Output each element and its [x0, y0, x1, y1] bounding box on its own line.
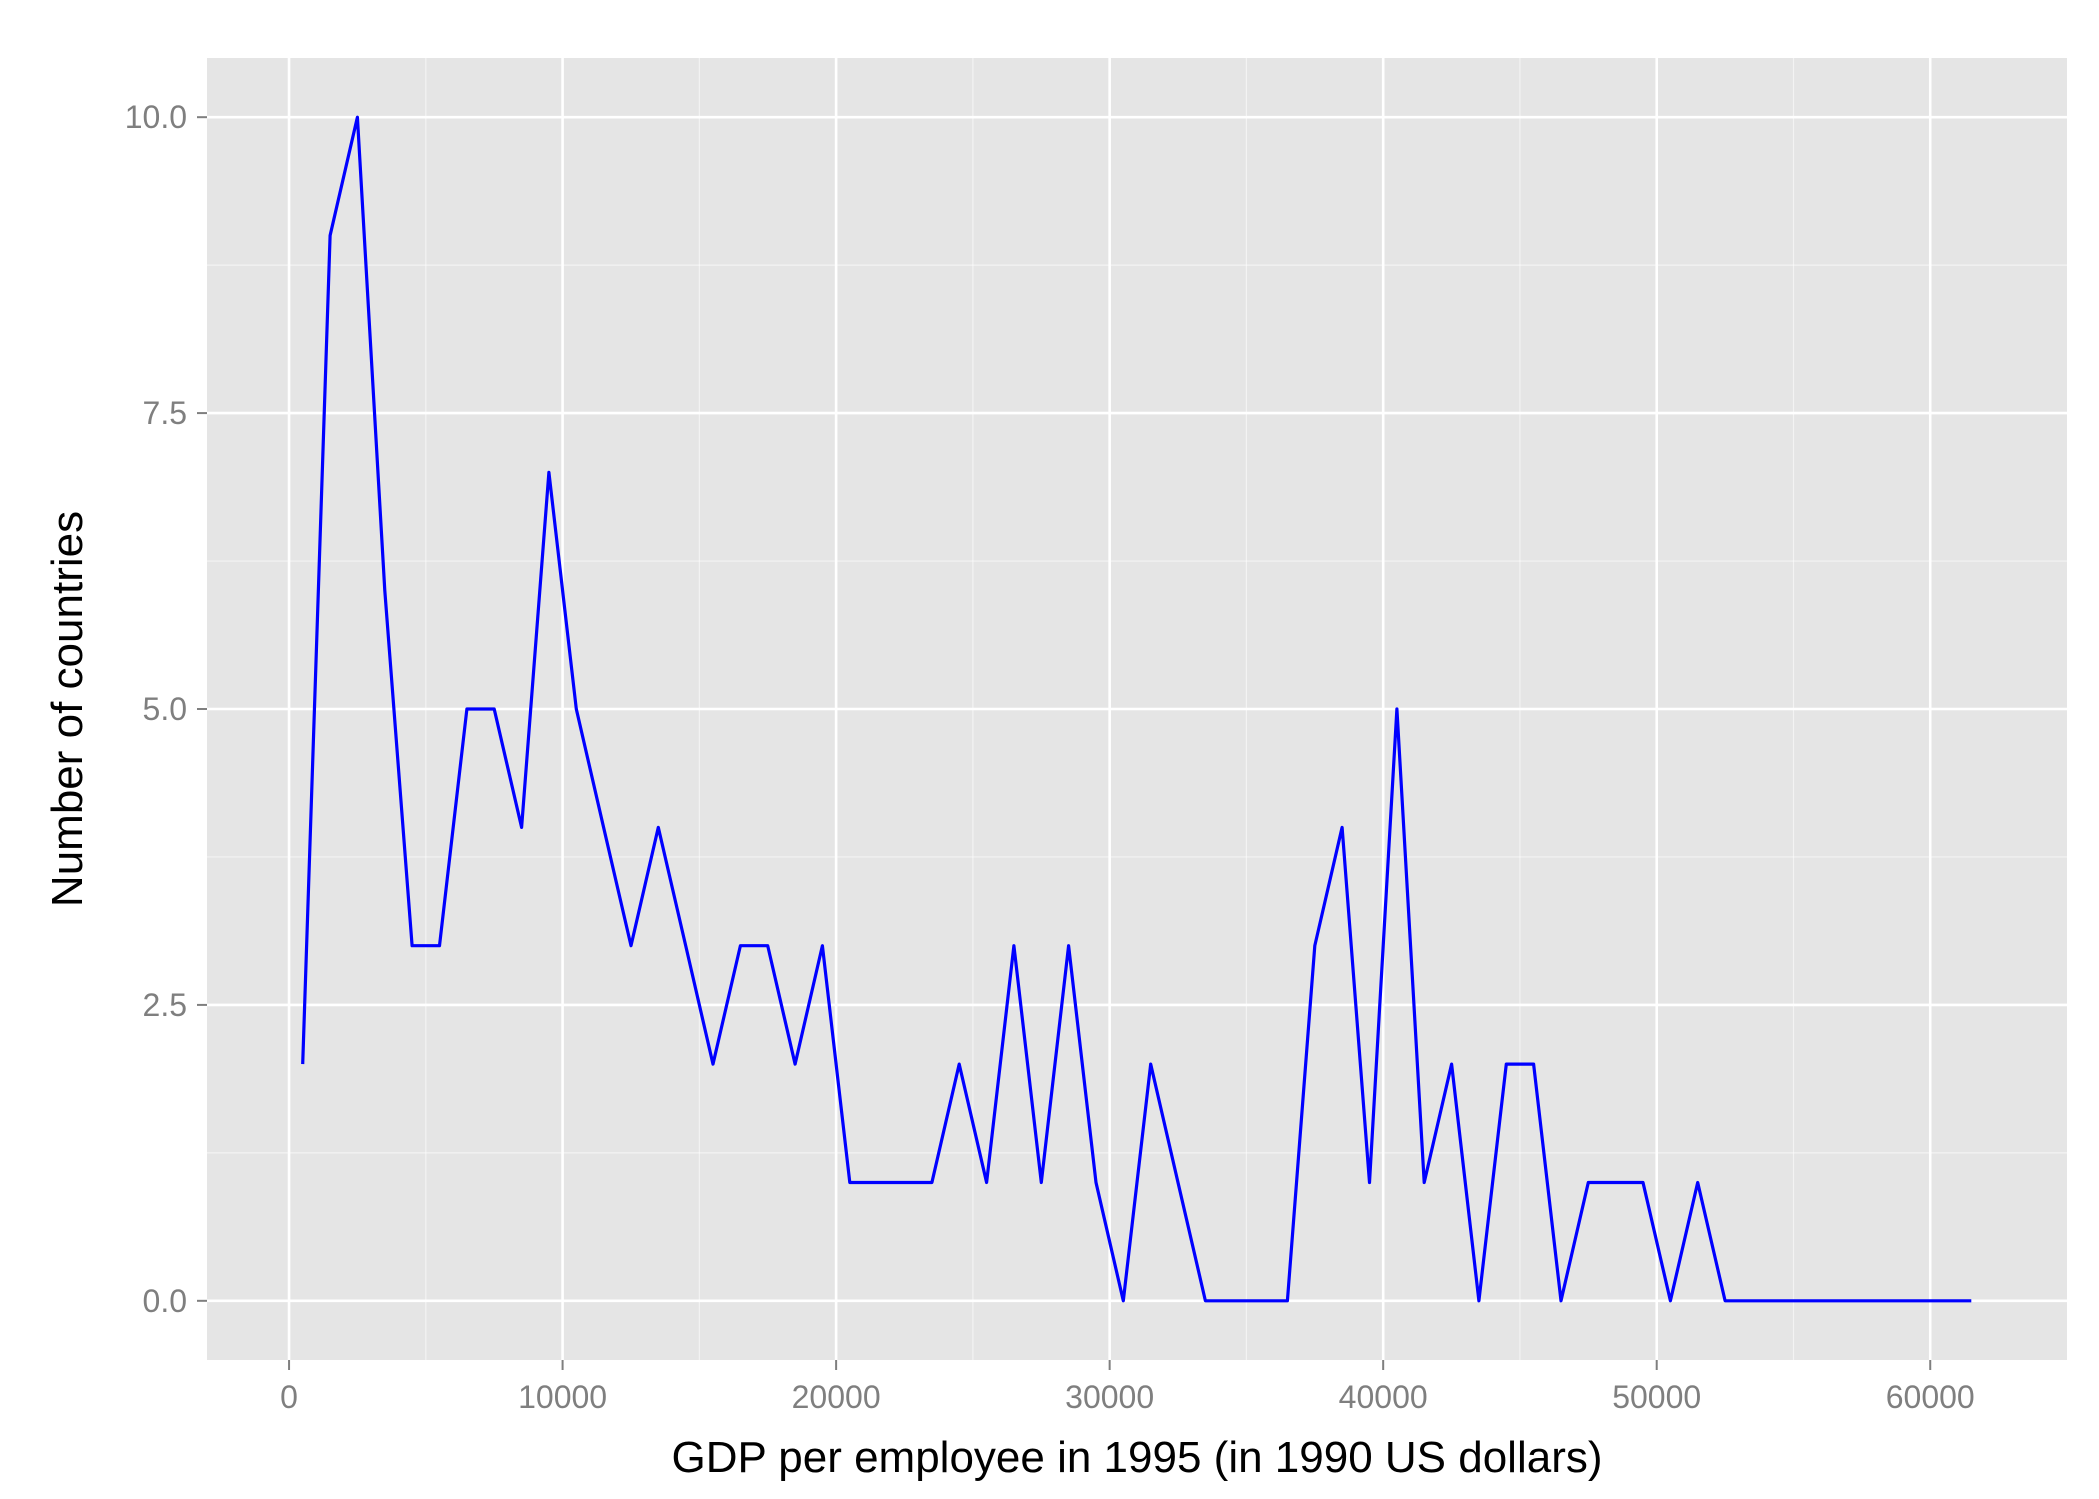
- x-tick-label: 40000: [1339, 1379, 1428, 1415]
- y-axis-ticks: 0.0 2.5 5.0 7.5 10.0: [125, 99, 207, 1319]
- series-line: [301, 115, 1972, 1303]
- y-tick-label: 5.0: [143, 691, 187, 727]
- x-axis-title: GDP per employee in 1995 (in 1990 US dol…: [671, 1433, 1602, 1482]
- y-tick-label: 0.0: [143, 1283, 187, 1319]
- x-tick-label: 30000: [1065, 1379, 1154, 1415]
- y-tick-label: 10.0: [125, 99, 187, 135]
- series-layer: [301, 115, 1972, 1303]
- y-tick-label: 7.5: [143, 395, 187, 431]
- x-tick-label: 50000: [1612, 1379, 1701, 1415]
- x-axis-ticks: 0 10000 20000 30000 40000 50000 60000: [280, 1360, 1975, 1415]
- x-tick-label: 10000: [518, 1379, 607, 1415]
- major-gridlines: [207, 58, 2067, 1360]
- y-tick-label: 2.5: [143, 987, 187, 1023]
- x-tick-label: 20000: [792, 1379, 881, 1415]
- x-tick-label: 60000: [1886, 1379, 1975, 1415]
- x-tick-label: 0: [280, 1379, 298, 1415]
- y-axis-title: Number of countries: [43, 511, 92, 907]
